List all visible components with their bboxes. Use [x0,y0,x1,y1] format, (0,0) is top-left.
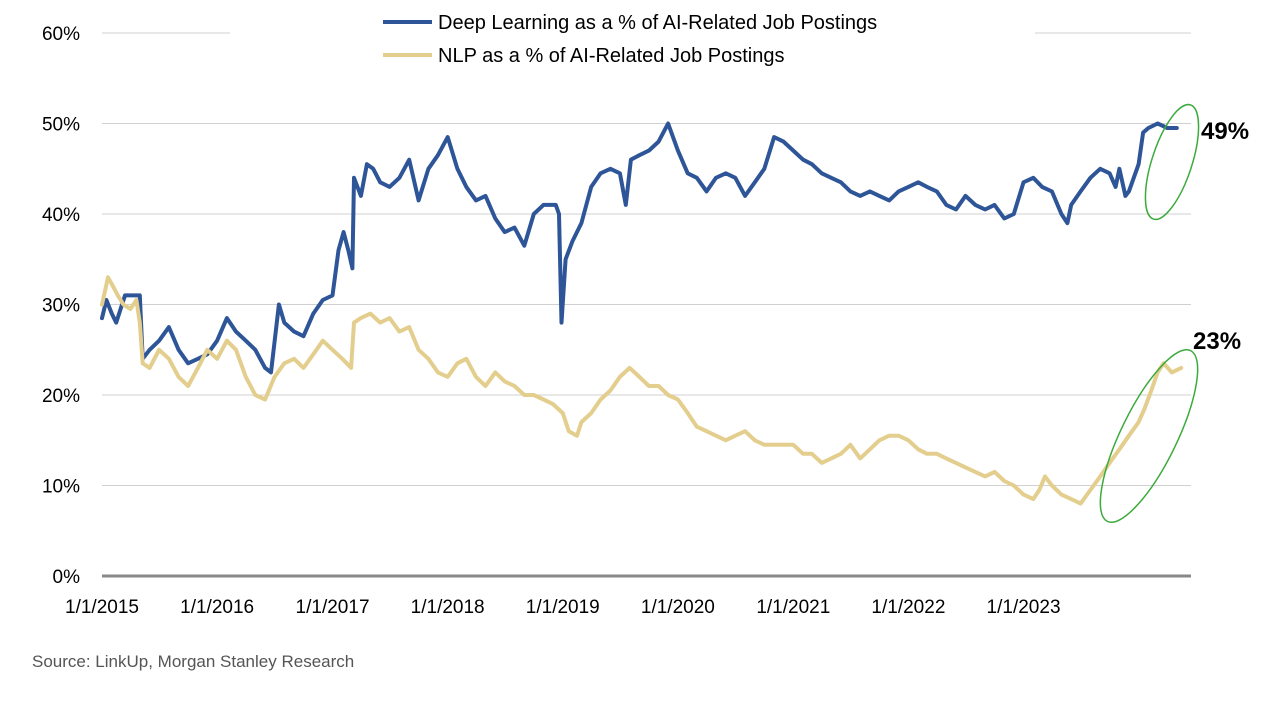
legend-label-deep-learning: Deep Learning as a % of AI-Related Job P… [438,12,877,34]
x-tick-label: 1/1/2016 [180,597,254,618]
series-line-nlp [100,275,1184,506]
x-tick-label: 1/1/2023 [987,597,1061,618]
x-tick-label: 1/1/2020 [641,597,715,618]
y-tick-label: 40% [42,205,80,226]
y-tick-label: 30% [42,296,80,317]
x-tick-label: 1/1/2018 [411,597,485,618]
y-tick-label: 60% [42,24,80,45]
x-tick-label: 1/1/2015 [65,597,139,618]
legend: Deep Learning as a % of AI-Related Job P… [383,12,877,67]
legend-label-nlp: NLP as a % of AI-Related Job Postings [438,45,785,67]
source-note: Source: LinkUp, Morgan Stanley Research [32,652,355,671]
highlight-ellipse-deep-learning [1144,103,1200,221]
highlight-ellipse-nlp [1099,348,1199,524]
x-tick-label: 1/1/2021 [756,597,830,618]
callout-nlp: 23% [1193,328,1241,355]
y-tick-label: 20% [42,386,80,407]
y-tick-label: 0% [53,567,81,588]
y-tick-label: 10% [42,477,80,498]
gridlines [102,32,1191,486]
series-line-deep-learning [100,121,1179,375]
callout-deep-learning: 49% [1201,118,1249,145]
y-axis-ticks: 0% 10% 20% 30% 40% 50% 60% [42,24,80,588]
highlight-ellipses [1099,103,1200,524]
x-tick-label: 1/1/2017 [296,597,370,618]
y-tick-label: 50% [42,115,80,136]
x-tick-label: 1/1/2022 [871,597,945,618]
x-axis-ticks: 1/1/2015 1/1/2016 1/1/2017 1/1/2018 1/1/2019… [65,597,1061,618]
x-tick-label: 1/1/2019 [526,597,600,618]
series-lines [100,121,1184,506]
